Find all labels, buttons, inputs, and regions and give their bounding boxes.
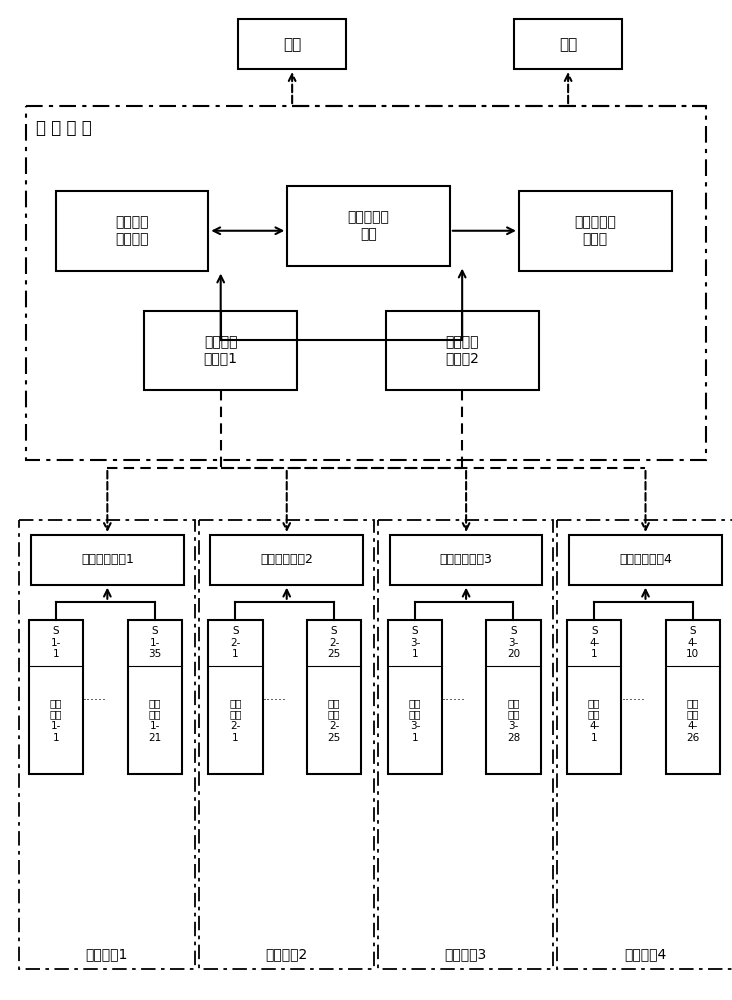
Bar <box>567 620 621 774</box>
Text: S
3-
1: S 3- 1 <box>410 626 420 659</box>
Bar <box>519 191 671 271</box>
Bar <box>144 311 297 390</box>
Text: S
1-
35: S 1- 35 <box>148 626 161 659</box>
Text: 光伏电站3: 光伏电站3 <box>444 947 487 961</box>
Bar <box>378 520 553 969</box>
Text: 光伏
阵列
1-
1: 光伏 阵列 1- 1 <box>50 698 62 743</box>
Text: ......: ...... <box>442 690 466 703</box>
Text: 历史数据
存储中心: 历史数据 存储中心 <box>115 216 149 246</box>
Bar <box>665 620 720 774</box>
Text: 采集认证
服务器2: 采集认证 服务器2 <box>445 335 479 366</box>
Bar <box>569 535 722 585</box>
Bar <box>29 620 83 774</box>
Text: 光伏
阵列
4-
1: 光伏 阵列 4- 1 <box>588 698 600 743</box>
Text: 信息采集终端3: 信息采集终端3 <box>440 553 493 566</box>
Text: 采集认证
服务器1: 采集认证 服务器1 <box>203 335 238 366</box>
Text: 信息采集终端2: 信息采集终端2 <box>261 553 313 566</box>
Bar <box>486 620 540 774</box>
Text: 光伏
阵列
2-
1: 光伏 阵列 2- 1 <box>229 698 242 743</box>
Text: 互联网发布
服务器: 互联网发布 服务器 <box>575 216 616 246</box>
Bar <box>209 620 263 774</box>
Text: 大数据分析
平台: 大数据分析 平台 <box>348 211 389 241</box>
Text: ......: ...... <box>262 690 286 703</box>
Text: 光伏
阵列
3-
1: 光伏 阵列 3- 1 <box>408 698 421 743</box>
Bar <box>514 19 622 69</box>
Text: ......: ...... <box>621 690 645 703</box>
Text: 运 维 平 台: 运 维 平 台 <box>36 119 92 137</box>
Text: S
4-
1: S 4- 1 <box>589 626 600 659</box>
Text: S
3-
20: S 3- 20 <box>507 626 520 659</box>
Bar <box>287 186 450 266</box>
Text: 光伏
阵列
4-
26: 光伏 阵列 4- 26 <box>686 698 699 743</box>
Text: S
2-
25: S 2- 25 <box>327 626 340 659</box>
Text: 光伏
阵列
1-
21: 光伏 阵列 1- 21 <box>148 698 161 743</box>
Bar <box>56 191 209 271</box>
Text: S
2-
1: S 2- 1 <box>231 626 241 659</box>
Text: 信息采集终端4: 信息采集终端4 <box>619 553 672 566</box>
Text: 光伏
阵列
3-
28: 光伏 阵列 3- 28 <box>507 698 520 743</box>
Text: 手机: 手机 <box>559 37 578 52</box>
Bar <box>388 620 442 774</box>
Text: S
4-
10: S 4- 10 <box>686 626 699 659</box>
Text: 光伏
阵列
2-
25: 光伏 阵列 2- 25 <box>327 698 340 743</box>
Text: 光伏电站1: 光伏电站1 <box>86 947 128 961</box>
Text: 电脑: 电脑 <box>283 37 302 52</box>
Bar <box>307 620 361 774</box>
Bar <box>210 535 363 585</box>
Bar <box>557 520 732 969</box>
Bar <box>127 620 182 774</box>
Text: 光伏电站2: 光伏电站2 <box>265 947 307 961</box>
Bar <box>26 106 706 460</box>
Bar <box>389 535 542 585</box>
Bar <box>19 520 195 969</box>
Text: S
1-
1: S 1- 1 <box>51 626 61 659</box>
Text: ......: ...... <box>83 690 107 703</box>
Bar <box>386 311 539 390</box>
Bar <box>31 535 184 585</box>
Text: 信息采集终端1: 信息采集终端1 <box>81 553 134 566</box>
Bar <box>238 19 346 69</box>
Bar <box>198 520 374 969</box>
Text: 光伏电站4: 光伏电站4 <box>624 947 666 961</box>
